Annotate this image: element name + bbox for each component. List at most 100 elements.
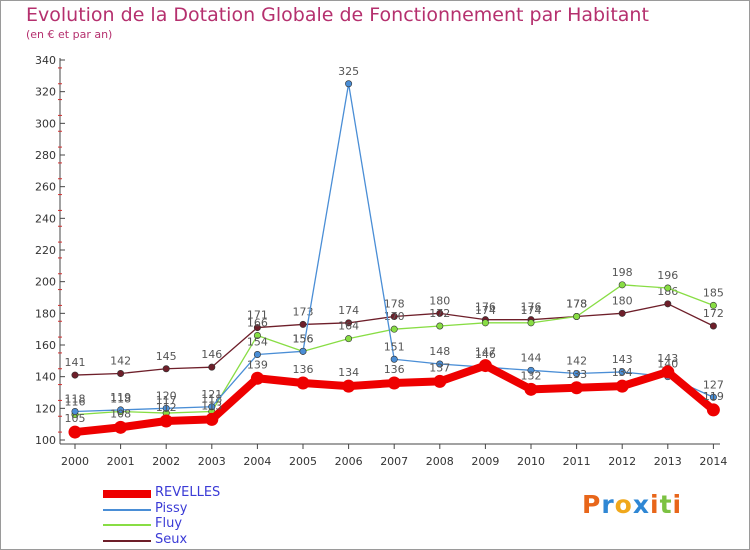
data-point-revelles [342,379,356,393]
data-point-revelles [615,379,629,393]
data-point-seux [436,309,444,317]
x-tick-label: 2001 [107,455,135,468]
data-point-seux [618,309,626,317]
data-label-revelles: 136 [384,363,405,376]
data-label-pissy: 127 [703,378,724,391]
data-label-pissy: 118 [65,393,86,406]
data-point-fluy [390,325,398,333]
data-point-pissy [390,355,398,363]
data-label-revelles: 134 [338,366,359,379]
data-point-pissy [709,393,717,401]
data-label-fluy: 156 [293,332,314,345]
x-tick-label: 2002 [152,455,180,468]
data-point-seux [162,365,170,373]
proxiti-logo: Proxiti [582,490,682,519]
y-tick-label: 200 [35,276,56,289]
y-tick-label: 180 [35,307,56,320]
logo-letter: r [601,490,615,519]
y-tick-label: 320 [35,86,56,99]
logo-letter: P [582,490,602,519]
data-point-revelles [433,374,447,388]
data-label-pissy: 119 [110,391,131,404]
data-label-fluy: 118 [110,393,131,406]
data-label-fluy: 117 [156,394,177,407]
data-label-pissy: 140 [657,358,678,371]
data-label-pissy: 120 [156,389,177,402]
data-label-revelles: 113 [201,399,222,412]
data-point-fluy [664,284,672,292]
data-label-pissy: 142 [566,355,587,368]
y-tick-label: 300 [35,117,56,130]
y-tick-label: 280 [35,149,56,162]
data-label-fluy: 185 [703,286,724,299]
data-point-pissy [436,360,444,368]
data-point-revelles [250,371,264,385]
data-point-revelles [114,420,128,434]
data-point-seux [709,322,717,330]
y-tick-label: 160 [35,339,56,352]
legend-label-pissy: Pissy [155,500,188,516]
data-label-seux: 142 [110,355,131,368]
data-point-pissy [618,368,626,376]
data-point-revelles [570,381,584,395]
data-point-fluy [618,281,626,289]
data-label-seux: 146 [201,348,222,361]
data-label-revelles: 137 [429,361,450,374]
legend-swatch-pissy [103,508,151,511]
data-label-seux: 141 [65,356,86,369]
legend-swatch-seux [103,539,151,542]
data-point-revelles [205,412,219,426]
logo-letter: i [650,490,660,519]
data-label-seux: 180 [612,294,633,307]
data-point-pissy [573,369,581,377]
data-label-pissy: 148 [429,345,450,358]
data-label-revelles: 105 [65,412,86,425]
data-point-seux [208,363,216,371]
data-label-fluy: 174 [521,304,542,317]
legend-label-seux: Seux [155,531,188,547]
data-label-pissy: 143 [612,353,633,366]
data-point-seux [299,320,307,328]
data-point-pissy [527,366,535,374]
x-tick-label: 2003 [198,455,226,468]
data-label-fluy: 174 [475,304,496,317]
data-label-fluy: 118 [201,393,222,406]
data-point-seux [390,312,398,320]
data-label-seux: 174 [338,304,359,317]
data-point-seux [117,369,125,377]
chart-subtitle: (en € et par an) [26,28,113,41]
data-point-revelles [706,403,720,417]
y-tick-label: 260 [35,181,56,194]
data-label-revelles: 143 [657,352,678,365]
data-label-pissy: 151 [384,340,405,353]
data-label-seux: 171 [247,309,268,322]
data-label-pissy: 156 [293,332,314,345]
logo-letter: t [659,490,673,519]
legend-swatch-revelles [103,490,151,498]
data-label-pissy: 154 [247,336,268,349]
x-tick-label: 2006 [335,455,363,468]
y-tick-label: 220 [35,244,56,257]
legend-label-fluy: Fluy [155,516,183,531]
data-label-seux: 178 [384,298,405,311]
x-tick-label: 2010 [517,455,545,468]
data-label-pissy: 144 [521,351,542,364]
x-tick-label: 2013 [654,455,682,468]
legend-label-revelles: REVELLES [155,485,221,500]
x-tick-label: 2008 [426,455,454,468]
data-label-seux: 180 [429,294,450,307]
data-point-seux [71,371,79,379]
data-label-fluy: 116 [65,396,86,409]
data-label-revelles: 108 [110,407,131,420]
x-tick-label: 2000 [61,455,89,468]
data-label-fluy: 178 [566,298,587,311]
data-label-seux: 173 [293,305,314,318]
data-label-revelles: 147 [475,346,496,359]
data-label-pissy: 325 [338,65,359,78]
data-point-seux [345,319,353,327]
data-label-revelles: 139 [247,358,268,371]
x-tick-label: 2011 [563,455,591,468]
data-point-revelles [159,414,173,428]
data-point-revelles [524,382,538,396]
logo-letter: x [632,490,650,519]
